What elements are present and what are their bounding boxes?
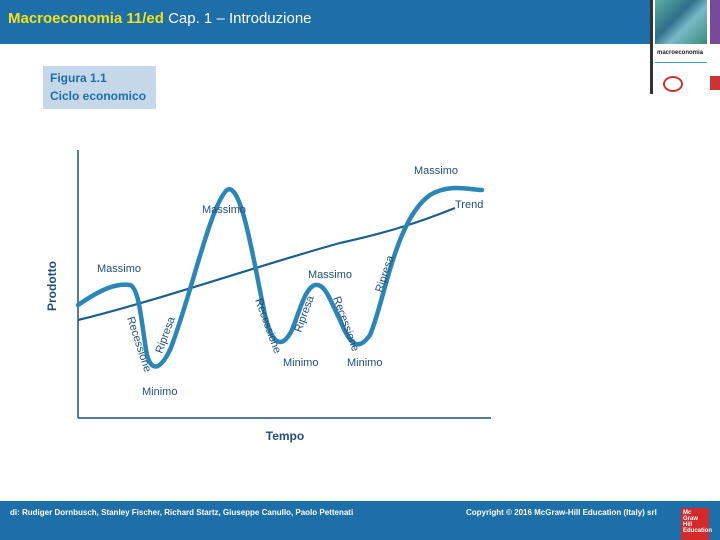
label-minimo-1: Minimo [142,386,177,398]
footer-copyright: Copyright © 2016 McGraw-Hill Education (… [466,508,657,517]
y-axis-label: Prodotto [45,261,59,311]
label-ripresa-3: Ripresa [373,253,396,294]
book-cover: macroeconomia [650,0,720,94]
x-axis-label: Tempo [266,429,304,443]
publisher-logo-icon [663,76,683,92]
footer-bar: di: Rudiger Dornbusch, Stanley Fischer, … [0,501,720,540]
figure-number: Figura 1.1 [50,71,107,85]
chapter-title: Cap. 1 – Introduzione [168,10,312,27]
cover-line [655,62,707,63]
label-minimo-2: Minimo [283,357,318,369]
label-massimo-1: Massimo [97,263,141,275]
footer-authors: di: Rudiger Dornbusch, Stanley Fischer, … [10,508,354,517]
label-massimo-4: Massimo [414,165,458,177]
label-recessione-2: Recessione [252,297,283,355]
page-title: Macroeconomia 11/ed Cap. 1 – Introduzion… [8,10,312,27]
label-massimo-3: Massimo [308,269,352,281]
label-trend: Trend [455,199,483,211]
label-minimo-3: Minimo [347,357,382,369]
figure-label: Figura 1.1 Ciclo economico [43,66,156,109]
cover-band [710,0,720,44]
trend-line [77,206,456,322]
mcgraw-hill-education-logo: Mc Graw Hill Education [681,508,712,540]
label-recessione-3: Recessione [330,295,361,353]
figure-caption: Ciclo economico [50,89,147,103]
cover-text: macroeconomia [657,50,704,56]
mcgraw-hill-logo-icon [710,76,720,90]
header-bar: Macroeconomia 11/ed Cap. 1 – Introduzion… [0,0,650,44]
cycle-curve [75,185,485,369]
book-title: Macroeconomia 11/ed [8,10,164,27]
cover-art [655,0,707,44]
label-recessione-1: Recessione [124,315,153,373]
label-massimo-2: Massimo [202,204,246,216]
